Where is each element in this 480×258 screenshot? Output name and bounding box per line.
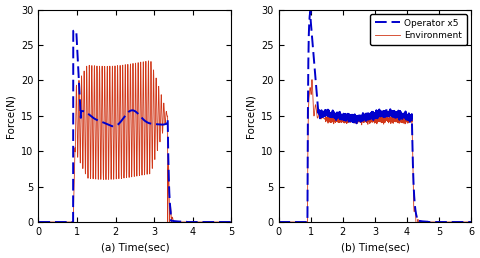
Operator x5 (393, 113, 398, 116)
Operator x5 (340, 117, 346, 120)
Line: Operator x5: Operator x5 (278, 11, 471, 222)
Operator x5 (352, 116, 358, 119)
Operator x5 (314, 95, 320, 98)
Environment (276, 221, 281, 224)
Y-axis label: Force(N): Force(N) (6, 94, 15, 138)
Environment (309, 78, 315, 81)
Environment (414, 225, 420, 228)
Environment (393, 118, 398, 121)
Environment (468, 221, 474, 224)
Line: Environment: Environment (278, 79, 471, 226)
X-axis label: (b) Time(sec): (b) Time(sec) (340, 243, 409, 252)
X-axis label: (a) Time(sec): (a) Time(sec) (101, 243, 169, 252)
Environment (460, 221, 466, 224)
Y-axis label: Force(N): Force(N) (246, 94, 255, 138)
Legend: Operator x5, Environment: Operator x5, Environment (370, 14, 467, 45)
Operator x5 (460, 221, 466, 224)
Environment (368, 118, 374, 122)
Operator x5 (276, 221, 281, 224)
Operator x5 (308, 10, 313, 13)
Environment (340, 119, 346, 122)
Environment (352, 117, 358, 120)
Environment (314, 115, 320, 118)
Operator x5 (368, 111, 374, 115)
Operator x5 (468, 221, 474, 224)
